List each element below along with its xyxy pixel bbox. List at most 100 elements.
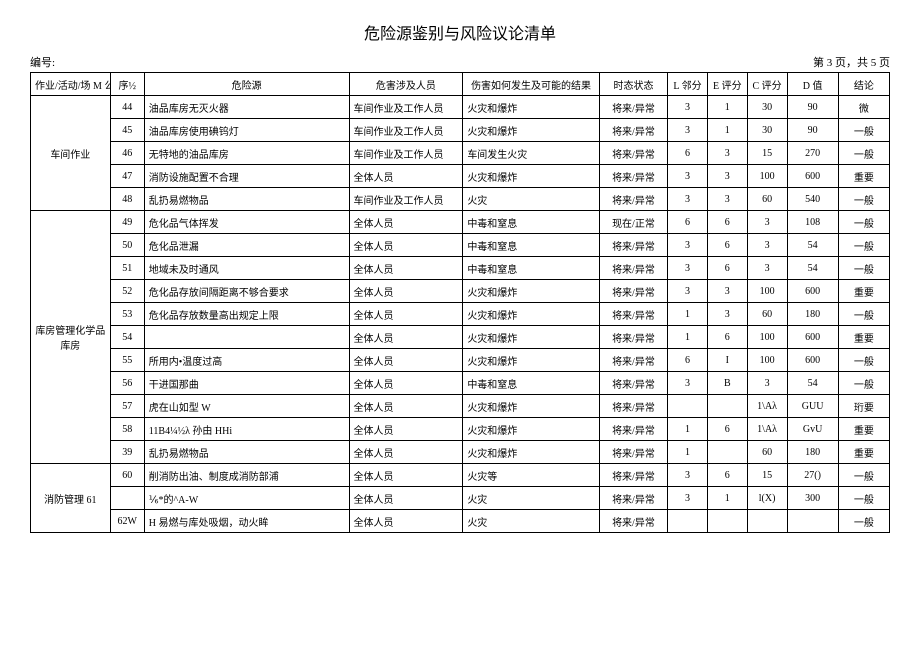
cell-seq: 60 — [110, 464, 144, 487]
cell-conclusion: 一般 — [838, 510, 889, 533]
cell-conclusion: 一般 — [838, 142, 889, 165]
cell-result: 中毒和窒息 — [463, 257, 600, 280]
cell-l: 3 — [668, 257, 708, 280]
cell-d: 27() — [787, 464, 838, 487]
cell-hazard: 危化品气体挥发 — [144, 211, 349, 234]
cell-c: 3 — [747, 372, 787, 395]
cell-c: 100 — [747, 326, 787, 349]
col-l: L 邻分 — [668, 73, 708, 96]
cell-hazard: H 易燃与库处吸烟，动火眸 — [144, 510, 349, 533]
cell-seq: 48 — [110, 188, 144, 211]
cell-d: 54 — [787, 372, 838, 395]
cell-c: 100 — [747, 349, 787, 372]
cell-e: B — [707, 372, 747, 395]
cell-hazard: 地域未及时通风 — [144, 257, 349, 280]
cell-personnel: 全体人员 — [349, 326, 463, 349]
cell-d: 600 — [787, 349, 838, 372]
cell-d: 180 — [787, 303, 838, 326]
cell-l: 3 — [668, 165, 708, 188]
cell-e: 6 — [707, 234, 747, 257]
cell-conclusion: 一般 — [838, 303, 889, 326]
cell-personnel: 车间作业及工作人员 — [349, 96, 463, 119]
cell-result: 车间发生火灾 — [463, 142, 600, 165]
cell-l: 3 — [668, 464, 708, 487]
cell-e — [707, 441, 747, 464]
cell-c: 100 — [747, 165, 787, 188]
cell-c: 30 — [747, 119, 787, 142]
cell-c: 60 — [747, 441, 787, 464]
cell-personnel: 全体人员 — [349, 257, 463, 280]
cell-seq: 62W — [110, 510, 144, 533]
cell-timestate: 将来/异常 — [599, 119, 667, 142]
cell-d: 180 — [787, 441, 838, 464]
cell-timestate: 将来/异常 — [599, 395, 667, 418]
cell-result: 火灾和爆炸 — [463, 395, 600, 418]
cell-hazard: 危化品存放数量高出规定上限 — [144, 303, 349, 326]
cell-d: GvU — [787, 418, 838, 441]
cell-hazard: 削消防出油、制度成消防部浦 — [144, 464, 349, 487]
table-row: 62WH 易燃与库处吸烟，动火眸全体人员火灾将来/异常一般 — [31, 510, 890, 533]
table-row: 57虎在山如型 W全体人员火灾和爆炸将来/异常1\AλGUU珩要 — [31, 395, 890, 418]
cell-personnel: 全体人员 — [349, 372, 463, 395]
cell-c: 30 — [747, 96, 787, 119]
cell-timestate: 将来/异常 — [599, 326, 667, 349]
cell-seq: 55 — [110, 349, 144, 372]
cell-c: 3 — [747, 257, 787, 280]
cell-hazard: ⅙*的^A-W — [144, 487, 349, 510]
cell-result: 火灾和爆炸 — [463, 418, 600, 441]
cell-personnel: 全体人员 — [349, 349, 463, 372]
cell-personnel: 全体人员 — [349, 487, 463, 510]
table-row: 消防管理 6160削消防出油、制度成消防部浦全体人员火灾等将来/异常361527… — [31, 464, 890, 487]
cell-l: 1 — [668, 418, 708, 441]
cell-hazard: 油品库房使用碘钨灯 — [144, 119, 349, 142]
cell-l: 1 — [668, 441, 708, 464]
col-hazard: 危险源 — [144, 73, 349, 96]
cell-l: 3 — [668, 372, 708, 395]
cell-d: 90 — [787, 96, 838, 119]
cell-result: 中毒和窒息 — [463, 372, 600, 395]
cell-d: 54 — [787, 234, 838, 257]
cell-c: 15 — [747, 142, 787, 165]
cell-c: 3 — [747, 234, 787, 257]
cell-hazard: 所用内•温度过高 — [144, 349, 349, 372]
cell-result: 火灾 — [463, 487, 600, 510]
table-row: 54全体人员火灾和爆炸将来/异常16100600重要 — [31, 326, 890, 349]
table-row: 55所用内•温度过高全体人员火灾和爆炸将来/异常6I100600一般 — [31, 349, 890, 372]
cell-personnel: 全体人员 — [349, 418, 463, 441]
cell-conclusion: 珩要 — [838, 395, 889, 418]
cell-result: 火灾和爆炸 — [463, 326, 600, 349]
cell-seq: 47 — [110, 165, 144, 188]
cell-c: 3 — [747, 211, 787, 234]
cell-hazard: 乱扔易燃物品 — [144, 441, 349, 464]
cell-personnel: 全体人员 — [349, 395, 463, 418]
page-title: 危险源鉴别与风险议论清单 — [30, 20, 890, 44]
cell-timestate: 将来/异常 — [599, 418, 667, 441]
cell-seq: 45 — [110, 119, 144, 142]
table-row: 45油品库房使用碘钨灯车间作业及工作人员火灾和爆炸将来/异常313090一般 — [31, 119, 890, 142]
cell-conclusion: 微 — [838, 96, 889, 119]
cell-conclusion: 重要 — [838, 326, 889, 349]
cell-l — [668, 395, 708, 418]
cell-e: 3 — [707, 303, 747, 326]
cell-d: 600 — [787, 280, 838, 303]
cell-d: 600 — [787, 165, 838, 188]
cell-seq: 50 — [110, 234, 144, 257]
cell-timestate: 将来/异常 — [599, 257, 667, 280]
cell-hazard: 乱扔易燃物品 — [144, 188, 349, 211]
cell-result: 火灾 — [463, 188, 600, 211]
cell-e: 1 — [707, 119, 747, 142]
cell-seq: 58 — [110, 418, 144, 441]
cell-conclusion: 重要 — [838, 441, 889, 464]
cell-l — [668, 510, 708, 533]
cell-l: 3 — [668, 280, 708, 303]
cell-c: 60 — [747, 188, 787, 211]
cell-personnel: 全体人员 — [349, 510, 463, 533]
cell-personnel: 全体人员 — [349, 211, 463, 234]
cell-conclusion: 一般 — [838, 211, 889, 234]
cell-timestate: 将来/异常 — [599, 188, 667, 211]
table-row: 52危化品存放间隔距离不够合要求全体人员火灾和爆炸将来/异常33100600重要 — [31, 280, 890, 303]
cell-result: 中毒和窒息 — [463, 234, 600, 257]
cell-timestate: 将来/异常 — [599, 142, 667, 165]
table-row: ⅙*的^A-W全体人员火灾将来/异常31l(X)300一般 — [31, 487, 890, 510]
cell-personnel: 车间作业及工作人员 — [349, 188, 463, 211]
